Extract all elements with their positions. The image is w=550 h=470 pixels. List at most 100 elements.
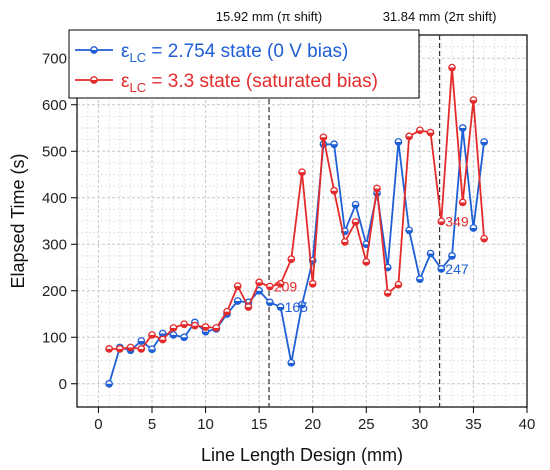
point-marker-fill (330, 190, 338, 194)
data-point (298, 168, 306, 177)
annotation-label: 209 (274, 279, 298, 295)
point-marker-fill (395, 284, 402, 288)
point-marker-fill (470, 100, 477, 104)
x-axis-label: Line Length Design (mm) (201, 445, 403, 465)
point-marker-fill (148, 334, 156, 339)
data-point (448, 63, 456, 72)
data-point (169, 331, 178, 339)
data-point (105, 379, 113, 388)
point-marker-fill (416, 130, 424, 134)
data-point (287, 255, 296, 263)
point-marker-fill (363, 261, 370, 266)
point-marker-fill (213, 327, 220, 332)
data-point (233, 282, 242, 290)
data-point (405, 132, 413, 141)
point-marker-fill (255, 290, 263, 294)
data-point (137, 345, 146, 353)
legend: εLC = 2.754 state (0 V bias) εLC = 3.3 st… (68, 29, 420, 99)
point-marker-fill (320, 137, 327, 141)
point-marker-fill (470, 227, 477, 232)
point-marker-fill (480, 141, 488, 146)
point-marker-fill (127, 350, 134, 354)
data-point (180, 320, 188, 329)
point-marker-fill (266, 286, 274, 290)
point-marker-fill (330, 144, 338, 148)
data-point (126, 343, 135, 352)
point-marker-fill (159, 339, 166, 343)
point-marker-fill (341, 241, 349, 246)
point-marker-fill (180, 324, 188, 328)
point-marker-fill (373, 188, 381, 192)
legend-swatch-fill (90, 80, 98, 84)
point-marker-fill (138, 348, 145, 353)
legend-swatch-fill (90, 50, 98, 54)
point-marker-fill (288, 362, 295, 367)
data-point (362, 258, 371, 266)
data-point (351, 218, 360, 226)
data-point (458, 124, 467, 132)
data-point (137, 337, 146, 345)
point-marker-fill (277, 307, 284, 311)
point-marker-fill (202, 331, 209, 335)
data-point (244, 303, 253, 311)
point-marker-fill (105, 348, 113, 353)
x-tick-label: 0 (94, 416, 102, 433)
point-marker-fill (427, 253, 434, 257)
point-marker-fill (180, 337, 188, 341)
y-tick-label: 100 (42, 329, 67, 346)
point-marker-fill (459, 202, 466, 206)
data-point (116, 345, 124, 353)
data-point (373, 184, 381, 193)
point-marker-fill (148, 349, 156, 353)
point-marker-fill (448, 255, 456, 260)
x-tick-label: 30 (412, 416, 429, 433)
legend-box (68, 29, 420, 99)
legend-entry-1: εLC = 2.754 state (0 V bias) (75, 41, 348, 65)
x-tick-label: 40 (519, 416, 536, 433)
series-2 (105, 63, 488, 353)
x-tick-label: 15 (251, 416, 268, 433)
point-marker-fill (191, 325, 199, 329)
data-point (480, 138, 488, 146)
data-point (405, 226, 413, 235)
data-point (351, 200, 360, 209)
point-marker-fill (266, 302, 274, 306)
data-point (287, 358, 296, 367)
y-tick-label: 400 (42, 190, 67, 207)
reference-line-label: 15.92 mm (π shift) (216, 9, 323, 24)
point-marker-fill (105, 383, 113, 387)
data-point (105, 345, 113, 353)
data-point (191, 321, 199, 330)
point-marker-fill (416, 279, 424, 283)
y-axis-label: Elapsed Time (s) (8, 153, 28, 288)
point-marker-fill (384, 293, 391, 297)
data-point (437, 265, 446, 273)
data-point (448, 252, 456, 260)
data-point (233, 297, 242, 305)
data-point (426, 249, 435, 258)
x-tick-label: 5 (148, 416, 156, 433)
point-marker-fill (116, 348, 124, 353)
legend-label: εLC = 2.754 state (0 V bias) (121, 41, 348, 65)
x-tick-label: 10 (197, 416, 214, 433)
x-tick-label: 35 (465, 416, 482, 433)
y-tick-label: 600 (42, 97, 67, 114)
data-point (319, 133, 328, 142)
data-point (341, 238, 349, 246)
data-point (266, 282, 274, 291)
data-point (469, 96, 478, 104)
data-point (276, 279, 285, 288)
data-point (276, 303, 285, 311)
reference-line-label: 31.84 mm (2π shift) (383, 9, 497, 24)
data-point (330, 186, 338, 195)
point-marker-fill (352, 204, 359, 208)
point-marker-fill (352, 221, 359, 226)
annotation-label: 165 (285, 299, 309, 315)
annotation-label: 349 (445, 213, 469, 229)
point-marker-fill (459, 128, 466, 132)
point-marker-fill (202, 327, 209, 331)
series-layer (105, 63, 488, 388)
point-marker-fill (405, 230, 413, 234)
